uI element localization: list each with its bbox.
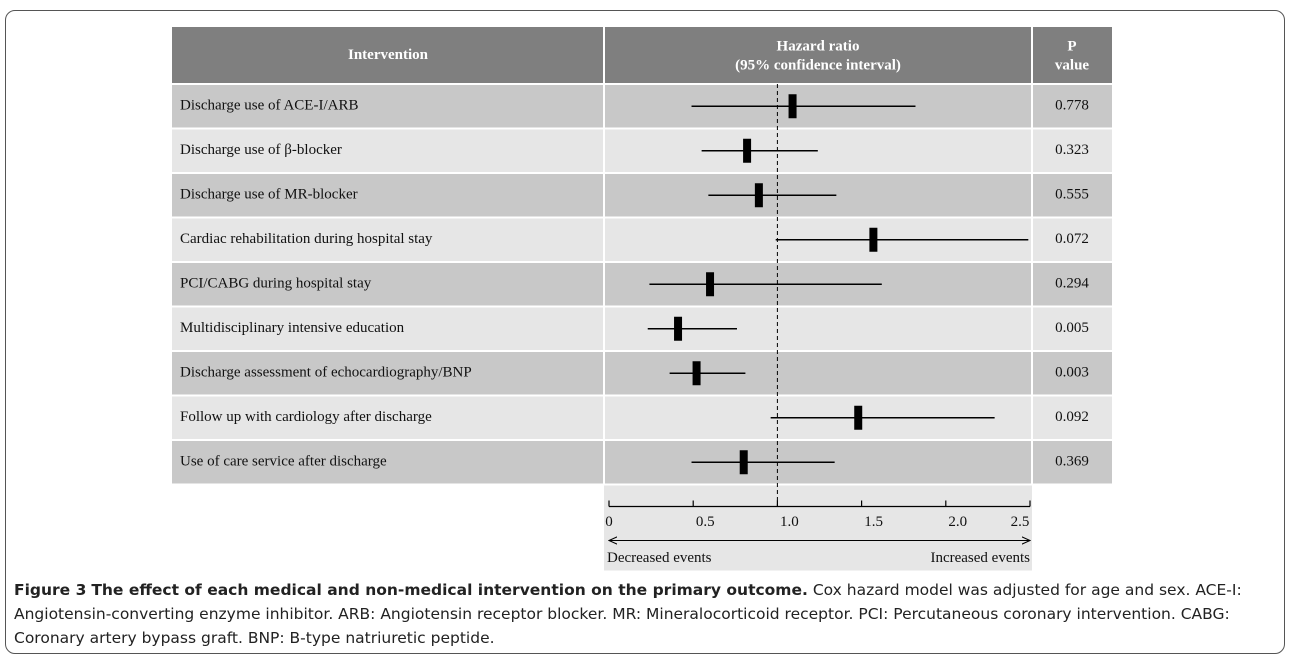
x-tick-label: 2.0 — [948, 514, 967, 530]
p-value: 0.778 — [1055, 98, 1089, 114]
axis-bg — [604, 484, 1032, 571]
point-estimate — [706, 272, 715, 297]
row-label: Cardiac rehabilitation during hospital s… — [180, 231, 433, 247]
header-bg — [172, 27, 1112, 84]
row-label: Discharge use of ACE-I/ARB — [180, 98, 358, 114]
header-label: (95% confidence interval) — [735, 57, 901, 73]
x-label-right: Increased events — [930, 550, 1030, 566]
caption-text: Cox hazard model was adjusted for age an… — [14, 581, 1242, 647]
header-label: P — [1067, 38, 1076, 54]
row-label: Multidisciplinary intensive education — [180, 320, 405, 336]
p-value: 0.294 — [1055, 276, 1089, 292]
x-tick-label: 0.5 — [696, 514, 715, 530]
caption-label: Figure 3 — [14, 581, 87, 599]
header-label: Intervention — [348, 47, 429, 63]
point-estimate — [754, 183, 763, 208]
p-value: 0.003 — [1055, 365, 1089, 381]
x-tick-label: 0 — [605, 514, 613, 530]
row-bg — [172, 173, 1112, 218]
row-bg — [172, 351, 1112, 396]
x-tick-label: 2.5 — [1011, 514, 1030, 530]
caption: Figure 3 The effect of each medical and … — [14, 578, 1276, 650]
header-label: Hazard ratio — [777, 38, 860, 54]
point-estimate — [854, 405, 863, 430]
p-value: 0.323 — [1055, 142, 1089, 158]
point-estimate — [692, 361, 701, 386]
point-estimate — [788, 94, 797, 119]
row-label: Discharge use of β-blocker — [180, 142, 342, 158]
p-value: 0.369 — [1055, 454, 1089, 470]
point-estimate — [674, 316, 683, 341]
row-label: Discharge use of MR-blocker — [180, 187, 358, 203]
row-bg — [172, 306, 1112, 351]
row-bg — [172, 84, 1112, 129]
x-tick-label: 1.0 — [780, 514, 799, 530]
figure-frame — [5, 10, 1285, 654]
row-bg — [172, 262, 1112, 307]
forest-plot: Intervention Hazard ratio (95% confidence … — [172, 27, 1112, 571]
x-label-left: Decreased events — [607, 550, 712, 566]
row-label: Discharge assessment of echocardiography… — [180, 365, 472, 381]
row-bg — [172, 440, 1112, 485]
point-estimate — [739, 450, 748, 475]
p-value: 0.072 — [1055, 231, 1089, 247]
point-estimate — [869, 227, 878, 252]
x-tick-label: 1.5 — [864, 514, 883, 530]
row-label: Follow up with cardiology after discharg… — [180, 409, 432, 425]
p-value: 0.005 — [1055, 320, 1089, 336]
row-bg — [172, 128, 1112, 173]
header-label: value — [1055, 57, 1090, 73]
row-label: PCI/CABG during hospital stay — [180, 276, 372, 292]
p-value: 0.555 — [1055, 187, 1089, 203]
point-estimate — [743, 138, 752, 163]
caption-title: The effect of each medical and non-medic… — [91, 581, 808, 599]
row-label: Use of care service after discharge — [180, 454, 387, 470]
p-value: 0.092 — [1055, 409, 1089, 425]
